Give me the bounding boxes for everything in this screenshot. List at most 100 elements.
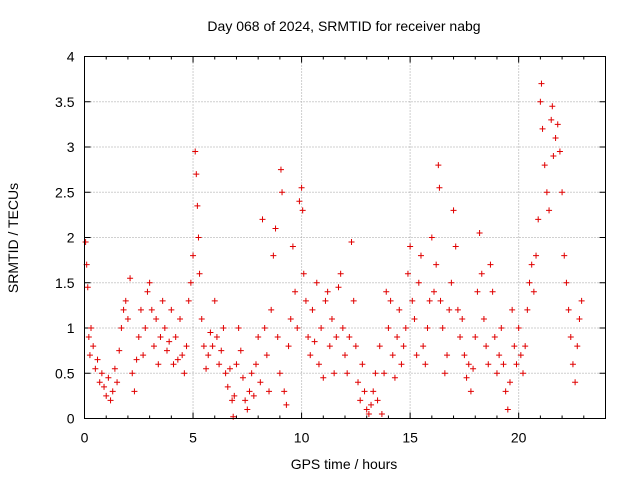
data-point [407,243,414,250]
data-point [213,334,220,341]
data-point [370,388,377,395]
data-point [352,343,359,350]
data-point [307,352,314,359]
data-point [326,343,333,350]
data-point [322,297,329,304]
data-point [339,325,346,331]
data-point [493,370,500,377]
data-point [298,184,305,191]
data-point [474,288,481,295]
data-point [359,361,366,368]
data-point [105,374,112,381]
data-point [127,275,134,282]
data-point [549,103,556,110]
data-point [259,216,266,223]
data-point [248,370,255,377]
data-point [428,234,435,241]
data-point [88,325,95,331]
data-point [400,343,407,350]
data-point [485,361,492,368]
data-point [437,297,444,304]
data-point [411,315,418,322]
data-point [193,171,200,178]
y-tick-label: 4 [67,49,75,65]
x-axis-label: GPS time / hours [291,456,398,472]
data-point [376,343,383,350]
data-point [252,361,259,368]
data-point [82,239,89,246]
data-point [166,338,173,345]
data-point [302,297,309,304]
data-point [465,361,472,368]
data-point [389,352,396,359]
data-point [444,352,451,359]
data-point [177,315,184,322]
y-axis-label: SRMTID / TECUs [5,183,21,293]
data-point [368,401,375,408]
data-point [148,306,155,313]
x-tick-label: 20 [511,430,527,446]
data-points [82,80,585,420]
data-point [299,207,306,214]
data-point [424,325,431,331]
y-tick-label: 3 [67,139,75,155]
data-point [246,388,253,395]
data-point [233,361,240,368]
data-point [420,343,427,350]
y-tick-label: 0.5 [55,365,75,381]
data-point [559,189,566,196]
data-point [285,343,292,350]
data-point [331,370,338,377]
data-point [446,306,453,313]
data-point [457,334,464,341]
data-point [84,284,91,291]
data-point [200,343,207,350]
data-point [155,361,162,368]
data-point [222,370,229,377]
data-point [124,315,131,322]
data-point [131,388,138,395]
data-point [185,297,192,304]
data-point [142,325,149,331]
data-point [283,401,290,408]
data-point [146,279,153,286]
data-point [211,297,218,304]
data-point [365,410,372,417]
data-point [489,288,496,295]
data-point [413,352,420,359]
data-point [574,343,581,350]
data-point [328,315,335,322]
data-point [357,397,364,404]
data-point [526,279,533,286]
data-point [576,315,583,322]
data-point [346,334,353,341]
data-point [509,306,516,313]
data-point [179,352,186,359]
data-point [129,370,136,377]
data-point [344,370,351,377]
data-point [483,343,490,350]
data-point [270,252,277,259]
data-point [268,306,275,313]
data-point [135,334,142,341]
data-point [272,225,279,232]
data-point [515,325,522,331]
data-point [398,361,405,368]
data-point [337,270,344,277]
data-point [174,356,181,363]
data-point [520,370,527,377]
data-point [435,162,442,169]
data-point [342,352,348,359]
data-point [114,379,121,386]
data-point [187,279,194,286]
data-point [409,297,416,304]
data-point [504,406,511,413]
data-point [541,162,548,169]
data-point [292,288,299,295]
data-point [452,243,459,250]
data-point [385,325,392,331]
data-point [277,166,284,173]
data-point [572,379,579,386]
data-point [491,334,498,341]
